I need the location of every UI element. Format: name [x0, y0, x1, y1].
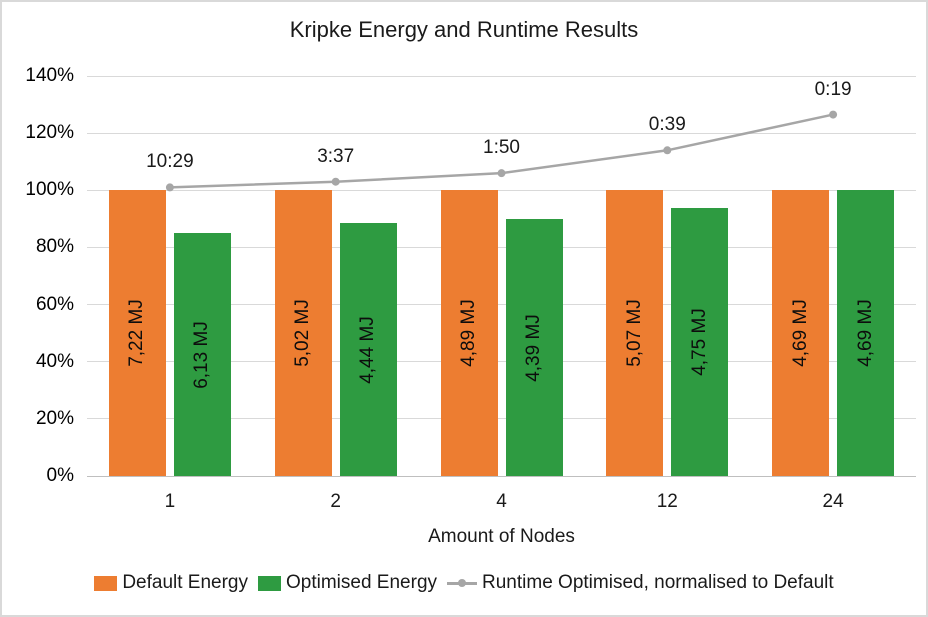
gridline [87, 189, 916, 191]
chart-title: Kripke Energy and Runtime Results [289, 17, 639, 42]
bar-value-label-optimised: 6,13 MJ [191, 320, 213, 389]
bar-default-energy [108, 190, 166, 476]
legend-label: Optimised Energy [286, 572, 438, 593]
bar-default-energy [606, 190, 664, 476]
gridline [87, 75, 916, 77]
bar-default-energy [274, 190, 332, 476]
bar-default-energy [772, 190, 830, 476]
y-tick-label: 0% [46, 465, 74, 486]
legend-swatch-line [447, 577, 478, 589]
runtime-value-label: 3:37 [317, 145, 355, 167]
x-tick-label: 1 [164, 491, 176, 512]
bar-value-label-optimised: 4,39 MJ [523, 313, 544, 382]
x-tick-label: 24 [822, 491, 844, 512]
y-tick-label: 40% [35, 350, 74, 372]
legend-item: Optimised Energy [258, 572, 437, 594]
runtime-value-label: 0:39 [648, 114, 686, 136]
bar-value-label-default: 5,02 MJ [292, 299, 314, 367]
bar-optimised-energy [339, 223, 397, 476]
legend: Default Energy Optimised Energy Runtime Op… [2, 572, 926, 594]
bar-value-label-optimised: 4,44 MJ [357, 315, 379, 384]
bar-value-label-default: 4,69 MJ [789, 299, 811, 367]
gridline [87, 475, 916, 477]
bar-optimised-energy [837, 190, 895, 476]
legend-label: Default Energy [122, 572, 248, 593]
gridline [87, 361, 916, 363]
runtime-line-marker [331, 177, 340, 186]
y-tick-label: 140% [25, 65, 74, 86]
legend-label: Runtime Optimised, normalised to Default [482, 572, 834, 593]
gridline [87, 246, 916, 248]
runtime-value-label: 10:29 [146, 151, 194, 173]
legend-line-dot [458, 579, 467, 587]
legend-item: Default Energy [94, 572, 248, 594]
bar-value-label-optimised: 4,69 MJ [854, 299, 876, 367]
x-tick-label: 12 [656, 491, 678, 512]
y-tick-label: 80% [35, 236, 74, 258]
bar-default-energy [440, 190, 498, 476]
bar-optimised-energy [173, 233, 231, 476]
bar-value-label-default: 7,22 MJ [126, 299, 148, 367]
bar-optimised-energy [671, 208, 729, 476]
gridline [87, 132, 916, 134]
runtime-line-marker [497, 169, 506, 178]
x-tick-label: 4 [496, 491, 507, 512]
runtime-value-label: 1:50 [483, 137, 520, 159]
y-tick-label: 120% [25, 122, 74, 144]
runtime-line-marker [663, 146, 672, 155]
x-tick-label: 2 [330, 491, 341, 512]
bar-value-label-default: 4,89 MJ [458, 299, 479, 367]
y-tick-label: 20% [35, 407, 74, 429]
runtime-line-marker [829, 110, 838, 119]
gridline [87, 304, 916, 306]
bar-value-label-default: 5,07 MJ [623, 299, 645, 367]
y-tick-label: 60% [35, 293, 74, 315]
x-axis-title: Amount of Nodes [428, 526, 575, 547]
legend-item: Runtime Optimised, normalised to Default [447, 572, 834, 594]
bar-optimised-energy [505, 219, 563, 476]
legend-swatch-bar [258, 575, 281, 591]
y-tick-label: 100% [25, 179, 74, 201]
gridline [87, 418, 916, 420]
bar-value-label-optimised: 4,75 MJ [688, 308, 710, 376]
legend-swatch-bar [94, 575, 118, 591]
runtime-value-label: 0:19 [814, 78, 852, 100]
